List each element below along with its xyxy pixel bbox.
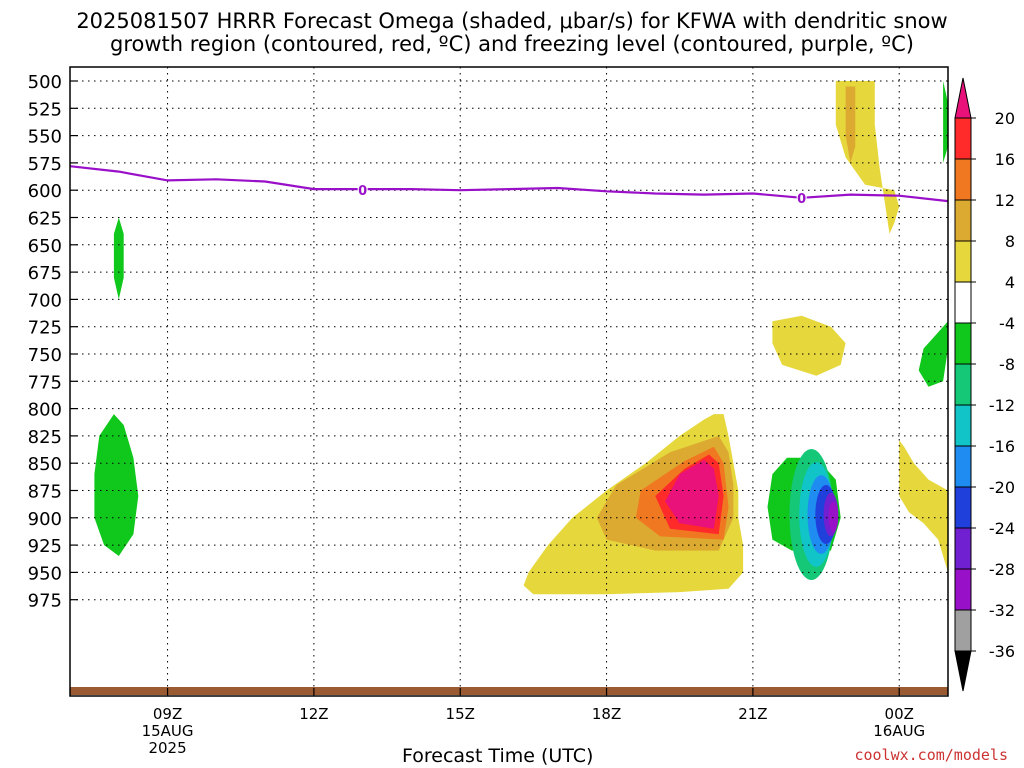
y-tick-label-14: 850	[28, 454, 62, 475]
x-tick-date-5: 16AUG	[873, 722, 925, 740]
y-tick-label-18: 950	[28, 563, 62, 584]
y-tick-label-12: 800	[28, 400, 62, 421]
x-tick-label-1: 12Z	[299, 705, 328, 723]
omega-region-10	[918, 321, 948, 387]
omega-region-8	[845, 86, 856, 163]
y-tick-label-3: 575	[28, 154, 62, 175]
x-tick-label-3: 18Z	[592, 705, 621, 723]
y-tick-label-16: 900	[28, 509, 62, 530]
x-tick-label-2: 15Z	[446, 705, 475, 723]
site-credit: coolwx.com/models	[854, 746, 1008, 764]
colorbar-label-7: -12	[989, 396, 1015, 415]
colorbar-segment-9	[954, 486, 972, 529]
freezing-label-bg-1	[796, 190, 807, 205]
colorbar-segment-0	[954, 117, 972, 160]
colorbar-segment-4	[954, 281, 972, 324]
freezing-level-label-0: 0	[358, 184, 367, 199]
ground-surface-strip	[70, 687, 948, 695]
omega-region-4	[665, 459, 719, 529]
chart-title-line-1: 2025081507 HRRR Forecast Omega (shaded, …	[76, 9, 948, 33]
y-tick-label-7: 675	[28, 263, 62, 284]
y-tick-label-17: 925	[28, 536, 62, 557]
colorbar-segment-10	[954, 527, 972, 570]
colorbar-segment-12	[954, 609, 972, 652]
colorbar-segment-6	[954, 363, 972, 406]
y-tick-label-5: 625	[28, 209, 62, 230]
colorbar-segment-1	[954, 158, 972, 201]
colorbar: 20 16 12 8 4 -4 -8 -12 -16 -20 -24 -28 -32 -36	[954, 77, 1015, 692]
omega-region-11	[899, 440, 948, 573]
freezing-level-label-1: 0	[797, 192, 806, 207]
y-tick-label-8: 700	[28, 290, 62, 311]
omega-shading-layer	[94, 81, 948, 595]
colorbar-label-5: -4	[999, 314, 1015, 333]
y-tick-label-13: 825	[28, 427, 62, 448]
colorbar-segment-11	[954, 568, 972, 611]
colorbar-bottom-arrow	[954, 650, 972, 692]
colorbar-segment-2	[954, 199, 972, 242]
y-axis: 500 525 550 575 600 625 650 675 700 725 750 775 800 8…	[28, 72, 78, 612]
omega-region-9	[943, 81, 948, 163]
colorbar-label-9: -20	[989, 478, 1015, 497]
colorbar-segment-7	[954, 404, 972, 447]
freezing-label-bg-0	[357, 183, 368, 198]
y-tick-label-0: 500	[28, 72, 62, 93]
colorbar-label-13: -36	[989, 642, 1015, 661]
y-tick-label-1: 525	[28, 99, 62, 120]
colorbar-label-1: 16	[995, 150, 1015, 169]
colorbar-label-3: 8	[1005, 232, 1015, 251]
y-tick-label-15: 875	[28, 482, 62, 503]
colorbar-segment-5	[954, 322, 972, 365]
colorbar-segment-8	[954, 445, 972, 488]
colorbar-label-11: -28	[989, 560, 1015, 579]
x-tick-year-0: 2025	[148, 739, 186, 757]
freezing-level-layer: 00	[69, 165, 949, 207]
colorbar-label-2: 12	[995, 191, 1015, 210]
omega-core-5	[828, 501, 839, 532]
x-tick-label-0: 09Z	[153, 705, 182, 723]
chart-title-line-2: growth region (contoured, red, ºC) and f…	[110, 32, 914, 56]
colorbar-segment-3	[954, 240, 972, 283]
colorbar-label-12: -32	[989, 601, 1015, 620]
y-tick-label-10: 750	[28, 345, 62, 366]
x-tick-label-4: 21Z	[738, 705, 767, 723]
y-tick-label-2: 550	[28, 127, 62, 148]
colorbar-label-0: 20	[995, 109, 1015, 128]
omega-region-13	[94, 414, 139, 556]
x-axis-label: Forecast Time (UTC)	[402, 745, 594, 767]
colorbar-label-4: 4	[1005, 273, 1015, 292]
colorbar-label-6: -8	[999, 355, 1015, 374]
colorbar-top-arrow	[954, 77, 972, 119]
y-tick-label-11: 775	[28, 372, 62, 393]
y-tick-label-19: 975	[28, 591, 62, 612]
omega-region-6	[772, 315, 846, 376]
colorbar-label-8: -16	[989, 437, 1015, 456]
y-tick-label-9: 725	[28, 318, 62, 339]
x-tick-label-5: 00Z	[885, 705, 914, 723]
grid-layer	[70, 67, 948, 696]
colorbar-label-10: -24	[989, 519, 1015, 538]
x-tick-date-0: 15AUG	[142, 722, 194, 740]
y-tick-label-4: 600	[28, 181, 62, 202]
omega-region-12	[113, 217, 124, 300]
y-tick-label-6: 650	[28, 236, 62, 257]
